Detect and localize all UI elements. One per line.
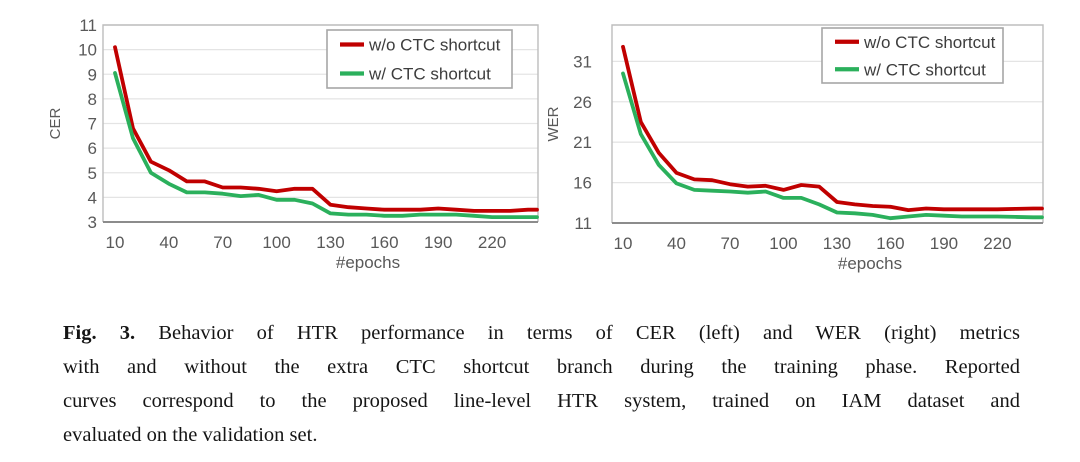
caption-text: Behavior of HTR performance in terms of … xyxy=(158,322,1021,344)
y-tick-label: 3 xyxy=(88,213,97,232)
legend-label: w/o CTC shortcut xyxy=(863,33,996,52)
y-tick-label: 21 xyxy=(573,133,592,152)
legend-label: w/ CTC shortcut xyxy=(863,60,986,79)
legend-label: w/o CTC shortcut xyxy=(368,36,501,55)
y-tick-label: 10 xyxy=(78,41,97,60)
x-tick-label: 10 xyxy=(106,233,125,252)
caption-line: curves correspond to the proposed line-l… xyxy=(63,390,1020,412)
x-axis-title: #epochs xyxy=(838,254,902,273)
x-tick-label: 220 xyxy=(983,234,1011,253)
x-tick-label: 160 xyxy=(876,234,904,253)
y-tick-label: 26 xyxy=(573,93,592,112)
x-tick-label: 100 xyxy=(769,234,797,253)
y-axis-title: CER xyxy=(47,107,64,139)
y-tick-label: 11 xyxy=(79,16,97,35)
y-axis-title: WER xyxy=(545,106,562,141)
y-tick-label: 5 xyxy=(88,164,97,183)
caption-label: Fig. 3. xyxy=(63,322,136,344)
series-line-w-ctc-shortcut xyxy=(113,71,539,220)
plot-frame xyxy=(611,24,1044,223)
plot-frame xyxy=(102,24,539,222)
series-line-w-ctc-shortcut xyxy=(621,71,1044,221)
legend-box xyxy=(326,29,513,89)
y-tick-label: 16 xyxy=(573,174,592,193)
y-tick-label: 31 xyxy=(573,52,592,71)
y-tick-label: 11 xyxy=(574,214,592,233)
y-tick-label: 7 xyxy=(88,115,97,134)
caption-line: evaluated on the validation set. xyxy=(63,424,318,446)
y-tick-label: 8 xyxy=(88,90,97,109)
x-tick-label: 100 xyxy=(262,233,290,252)
wer-line-chart: 11 16 21 26 31 10 40 70 100 130 160 190 220 WER #epoch… xyxy=(545,24,1044,273)
x-tick-label: 220 xyxy=(478,233,506,252)
x-tick-label: 40 xyxy=(159,233,178,252)
figure-caption: Fig. 3. Behavior of HTR performance in t… xyxy=(63,316,1020,452)
charts-row: 3 4 5 6 7 8 9 10 11 10 40 70 100 130 160 190 220 CER #epoc… xyxy=(47,16,1044,273)
x-tick-label: 160 xyxy=(370,233,398,252)
caption-line: Fig. 3. Behavior of HTR performance in t… xyxy=(63,316,1020,350)
x-tick-label: 40 xyxy=(667,234,686,253)
y-tick-label: 9 xyxy=(88,65,97,84)
x-tick-label: 70 xyxy=(721,234,740,253)
series-line-w-o-ctc-shortcut xyxy=(621,44,1044,213)
series-line-w-o-ctc-shortcut xyxy=(113,45,539,213)
legend-label: w/ CTC shortcut xyxy=(368,65,491,84)
x-tick-label: 10 xyxy=(614,234,633,253)
x-axis-title: #epochs xyxy=(336,253,400,272)
caption-line: with and without the extra CTC shortcut … xyxy=(63,356,1020,378)
legend-box xyxy=(821,27,1004,84)
x-tick-label: 70 xyxy=(213,233,232,252)
y-tick-label: 6 xyxy=(88,139,97,158)
x-tick-label: 130 xyxy=(316,233,344,252)
x-tick-label: 130 xyxy=(823,234,851,253)
x-tick-label: 190 xyxy=(424,233,452,252)
cer-line-chart: 3 4 5 6 7 8 9 10 11 10 40 70 100 130 160 190 220 CER #epoc… xyxy=(47,16,539,272)
x-tick-label: 190 xyxy=(930,234,958,253)
y-tick-label: 4 xyxy=(88,188,97,207)
